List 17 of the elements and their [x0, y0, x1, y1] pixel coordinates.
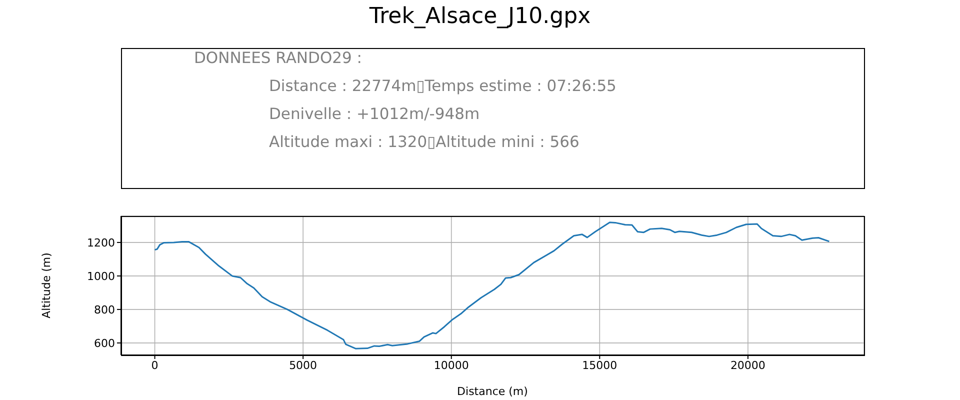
y-tick-label: 800 [94, 303, 115, 316]
text: Denivelle : +1012m/-948m [269, 105, 480, 123]
y-tick-label: 600 [94, 336, 115, 350]
text: DONNEES RANDO29 : [194, 49, 362, 67]
text: Distance : 22774m▯Temps estime : 07:26:55 [269, 77, 616, 95]
x-tick-label: 0 [151, 358, 158, 372]
y-axis-title: Altitude (m) [40, 252, 53, 318]
text: Trek_Alsace_J10.gpx [368, 4, 592, 29]
x-tick-label: 20000 [730, 358, 766, 372]
text: Altitude maxi : 1320▯Altitude mini : 566 [269, 133, 580, 151]
x-axis-title: Distance (m) [457, 385, 528, 398]
line-series [154, 222, 830, 350]
x-tick-label: 5000 [289, 358, 318, 372]
x-tick-label: 15000 [582, 358, 618, 372]
x-tick-label: 10000 [434, 358, 469, 372]
y-tick-label: 1000 [87, 270, 115, 283]
y-tick-label: 1200 [87, 236, 115, 250]
